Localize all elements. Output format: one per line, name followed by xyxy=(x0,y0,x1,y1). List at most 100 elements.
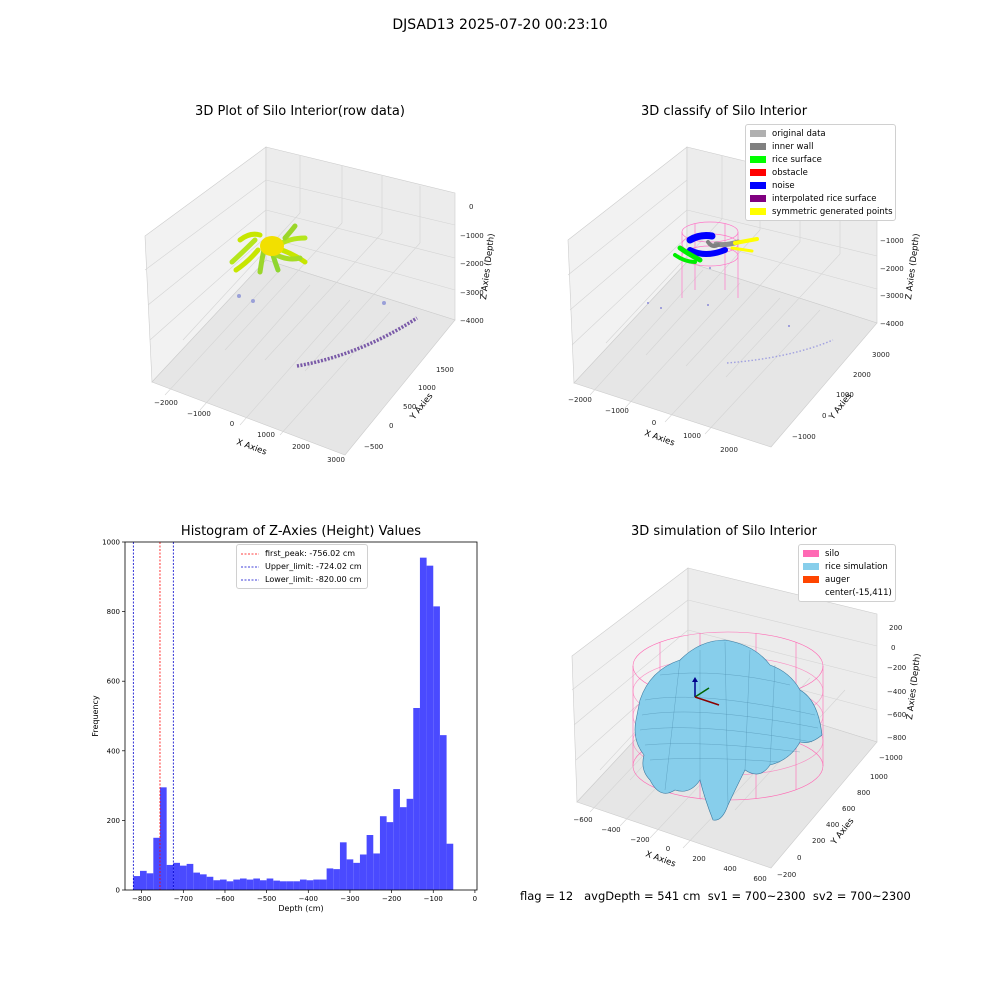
histogram-xtick-label: −800 xyxy=(132,895,151,903)
figure-suptitle: DJSAD13 2025-07-20 00:23:10 xyxy=(392,17,608,33)
raw-3d-plot: −2000 −1000 0 1000 2000 3000 X Axies −50… xyxy=(144,146,497,464)
histogram-xtick-label: −400 xyxy=(299,895,318,903)
histogram-bar xyxy=(439,735,447,890)
histogram-bar xyxy=(339,842,347,890)
legend-item-noise: noise xyxy=(750,179,891,192)
histogram-bar xyxy=(173,862,180,890)
raw-xtick-5: 3000 xyxy=(327,456,345,464)
histogram-bar xyxy=(159,787,167,890)
sim-ytick-6: 1000 xyxy=(870,773,888,781)
raw-plot-title: 3D Plot of Silo Interior(row data) xyxy=(195,104,405,119)
histogram-bar xyxy=(366,835,374,890)
raw-wall-arc xyxy=(296,316,418,368)
classify-points xyxy=(673,232,759,264)
legend-line-blue xyxy=(241,579,259,580)
legend-label: obstacle xyxy=(772,167,808,178)
legend-swatch xyxy=(803,563,819,570)
legend-label: inner wall xyxy=(772,141,814,152)
sim-plot-title: 3D simulation of Silo Interior xyxy=(631,524,817,539)
raw-xtick-3: 1000 xyxy=(257,431,275,439)
classify-ztick-1: −2000 xyxy=(880,265,904,273)
raw-ztick-4: −4000 xyxy=(460,317,484,325)
classify-xtick-4: 2000 xyxy=(720,446,738,454)
classify-plot-title: 3D classify of Silo Interior xyxy=(640,104,808,119)
histogram-bar xyxy=(373,853,380,890)
legend-label: noise xyxy=(772,180,795,191)
histogram-xtick-label: −500 xyxy=(257,895,276,903)
histogram-ytick-label: 1000 xyxy=(102,539,120,547)
sim-xtick-5: 400 xyxy=(723,865,736,873)
histogram-xtick-label: −100 xyxy=(424,895,443,903)
legend-swatch xyxy=(803,576,819,583)
sim-ztick-5: −800 xyxy=(887,734,906,742)
histogram-bars xyxy=(133,557,454,890)
histogram-bar xyxy=(419,557,427,890)
histogram-bar xyxy=(166,864,174,890)
legend-swatch xyxy=(803,550,819,557)
sim-xtick-6: 600 xyxy=(753,875,766,883)
sim-ztick-1: 0 xyxy=(891,644,895,652)
raw-ytick-4: 1500 xyxy=(436,366,454,374)
histogram-bar xyxy=(153,837,160,890)
classify-xtick-0: −2000 xyxy=(568,396,592,404)
classify-ytick-1: 0 xyxy=(822,412,826,420)
raw-xtick-0: −2000 xyxy=(154,399,178,407)
raw-ztick-0: 0 xyxy=(469,203,473,211)
sim-3d-plot: −600 −400 −200 0 200 400 600 X Axies −20… xyxy=(571,567,923,883)
raw-xtick-2: 0 xyxy=(230,420,234,428)
classify-zlabel: Z Axies (Depth) xyxy=(904,233,922,300)
histogram-bar xyxy=(226,881,234,890)
sim-ztick-6: −1000 xyxy=(879,754,903,762)
legend-label: interpolated rice surface xyxy=(772,193,877,204)
legend-item-silo: silo xyxy=(803,547,891,560)
sim-ztick-4: −600 xyxy=(887,711,906,719)
raw-ztick-1: −1000 xyxy=(460,232,484,240)
histogram-bar xyxy=(406,798,414,890)
legend-label: silo xyxy=(825,548,840,559)
legend-label: rice simulation xyxy=(825,561,888,572)
histogram-xticks: −800 −700 −600 −500 −400 −300 −200 −100 0 xyxy=(132,890,477,903)
classify-wall-arc xyxy=(726,339,834,364)
histogram-bar xyxy=(393,789,400,890)
legend-label: original data xyxy=(772,128,826,139)
sim-ytick-2: 200 xyxy=(812,837,825,845)
legend-swatch xyxy=(750,130,766,137)
histogram-ytick-label: 200 xyxy=(107,817,120,825)
legend-line-red xyxy=(241,553,259,554)
histogram-bar xyxy=(359,854,367,890)
histogram-bar xyxy=(273,880,280,890)
histogram-xtick-label: −300 xyxy=(340,895,359,903)
histogram-bar xyxy=(239,878,247,890)
sim-ztick-0: 200 xyxy=(889,624,902,632)
histogram-bar xyxy=(313,879,320,890)
legend-swatch xyxy=(750,169,766,176)
histogram-ytick-label: 800 xyxy=(107,608,120,616)
histogram-bar xyxy=(139,870,147,890)
legend-item-center: center(-15,411) xyxy=(803,586,892,599)
histogram-bar xyxy=(346,859,354,890)
classify-ytick-4: 3000 xyxy=(872,351,890,359)
histogram-chart: −800 −700 −600 −500 −400 −300 −200 −100 0 0 200 40… xyxy=(91,539,478,913)
classify-ytick-3: 2000 xyxy=(853,371,871,379)
raw-rice-points xyxy=(229,223,308,275)
legend-label: Lower_limit: -820.00 cm xyxy=(265,575,362,584)
histogram-bar xyxy=(133,876,140,890)
histogram-bar xyxy=(293,881,300,890)
histogram-bar xyxy=(306,880,314,890)
histogram-xtick-label: −700 xyxy=(174,895,193,903)
legend-item-upper-limit: Upper_limit: -724.02 cm xyxy=(241,560,363,573)
sim-ytick-5: 800 xyxy=(857,789,870,797)
sim-zlabel: Z Axies (Depth) xyxy=(905,653,923,720)
legend-label: rice surface xyxy=(772,154,822,165)
raw-ytick-3: 1000 xyxy=(418,384,436,392)
sim-legend: silo rice simulation auger center(-15,41… xyxy=(798,544,896,602)
classify-xtick-3: 1000 xyxy=(683,432,701,440)
histogram-frame xyxy=(124,541,478,891)
legend-item-lower-limit: Lower_limit: -820.00 cm xyxy=(241,573,363,586)
histogram-ytick-label: 600 xyxy=(107,678,120,686)
sim-xtick-0: −600 xyxy=(573,816,592,824)
classify-legend: original data inner wall rice surface ob… xyxy=(745,124,896,221)
legend-label: symmetric generated points xyxy=(772,206,893,217)
histogram-bar xyxy=(446,843,454,890)
raw-ztick-2: −2000 xyxy=(460,260,484,268)
